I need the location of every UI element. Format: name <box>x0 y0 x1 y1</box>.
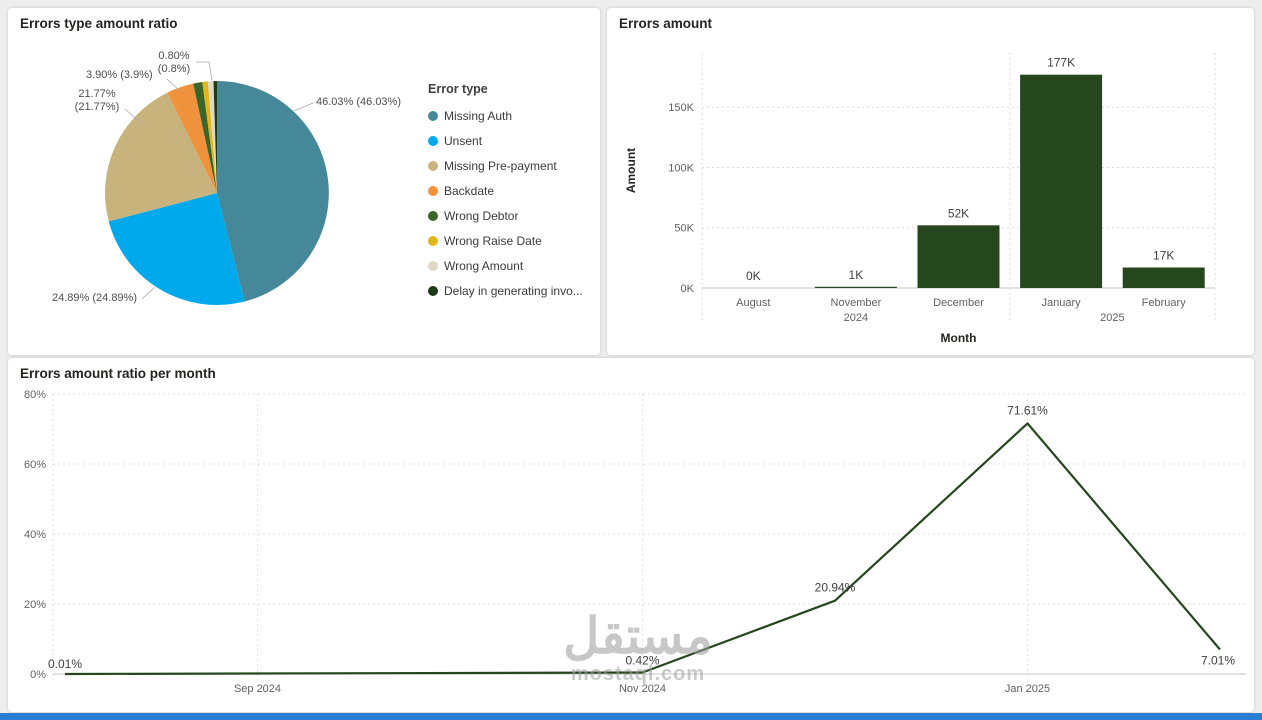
y-axis-tick: 20% <box>24 599 46 611</box>
bar-value-label: 0K <box>746 269 761 283</box>
x-axis-tick: December <box>933 297 984 309</box>
bar-november[interactable] <box>814 286 897 288</box>
point-data-label: 7.01% <box>1201 653 1235 667</box>
x-axis-tick: Sep 2024 <box>234 683 281 695</box>
chart-title-pie: Errors type amount ratio <box>20 16 178 31</box>
pie-data-label-missing-auth: 46.03% (46.03%) <box>316 96 401 108</box>
y-axis-tick: 80% <box>24 389 46 401</box>
line-chart: 0% 20% 40% 60% 80% Sep 2024 Nov 2024 Jan 2025 0.… <box>24 389 1246 695</box>
legend-item-4[interactable]: Wrong Debtor <box>428 203 596 228</box>
pie-slice-6[interactable] <box>207 81 217 193</box>
bar-value-label: 52K <box>948 206 969 220</box>
legend-swatch <box>428 210 438 221</box>
legend-item-5[interactable]: Wrong Raise Date <box>428 228 596 253</box>
callout-leader-line <box>166 78 182 93</box>
legend-title: Error type <box>428 82 488 96</box>
legend-swatch <box>428 260 438 271</box>
card-errors-amount: Errors amount 0K 50K 100K 150K 0K August 1K Nov… <box>607 8 1254 355</box>
pie-data-label-backdate: 3.90% (3.9%) <box>86 69 153 81</box>
legend-item-2[interactable]: Missing Pre-payment <box>428 153 596 178</box>
x-axis-tick: Jan 2025 <box>1005 683 1050 695</box>
chart-title-bar: Errors amount <box>619 16 713 31</box>
legend-swatch <box>428 135 438 146</box>
x-axis-tick: February <box>1142 297 1187 309</box>
bar-december[interactable] <box>917 225 1000 288</box>
bar-value-label: 1K <box>849 268 864 282</box>
legend-swatch <box>428 110 438 121</box>
trend-line[interactable] <box>64 422 1221 676</box>
callout-leader-line <box>141 286 156 300</box>
callout-leader-line <box>293 102 314 112</box>
x-axis-tick: November <box>831 297 882 309</box>
bar-chart: 0K 50K 100K 150K 0K August 1K November 52K Decemb… <box>624 53 1216 345</box>
legend-label: Missing Pre-payment <box>444 158 557 173</box>
legend-item-7[interactable]: Delay in generating invo... <box>428 278 596 303</box>
y-axis-tick: 0K <box>681 283 695 295</box>
legend-item-6[interactable]: Wrong Amount <box>428 253 596 278</box>
legend-label: Wrong Debtor <box>444 208 519 223</box>
pie-slice-2[interactable] <box>105 92 217 222</box>
y-axis-tick: 50K <box>674 223 694 235</box>
chart-title-line: Errors amount ratio per month <box>20 366 216 381</box>
legend-item-3[interactable]: Backdate <box>428 178 596 203</box>
pie-slice-4[interactable] <box>193 82 217 193</box>
pie-data-label-unsent: 24.89% (24.89%) <box>52 292 137 304</box>
legend-item-0[interactable]: Missing Auth <box>428 103 596 128</box>
x-axis-tick: January <box>1042 297 1082 309</box>
pie-slice-7[interactable] <box>213 81 218 193</box>
bar-value-label: 177K <box>1047 56 1075 70</box>
legend-label: Backdate <box>444 183 495 198</box>
point-data-label: 0.01% <box>48 657 82 671</box>
point-data-label: 71.61% <box>1007 403 1048 417</box>
pie-chart <box>105 61 329 305</box>
y-axis-tick: 40% <box>24 529 46 541</box>
legend-item-1[interactable]: Unsent <box>428 128 596 153</box>
bar-february[interactable] <box>1122 267 1205 289</box>
callout-leader-line <box>124 108 142 124</box>
y-axis-tick: 0% <box>30 669 46 681</box>
x-axis-tick: August <box>736 297 770 309</box>
pie-slice-3[interactable] <box>167 83 217 193</box>
legend-label: Missing Auth <box>444 108 513 123</box>
legend-swatch <box>428 160 438 171</box>
x-axis-tick: Nov 2024 <box>619 683 666 695</box>
pie-data-label-missing-prepayment: 21.77% (21.77%) <box>74 88 120 113</box>
legend-swatch <box>428 285 438 296</box>
card-errors-ratio-per-month: Errors amount ratio per month 0% 20% 40% 60… <box>8 358 1254 712</box>
x-axis-title: Month <box>941 331 977 345</box>
bar-january[interactable] <box>1020 74 1103 288</box>
y-axis-tick: 100K <box>668 163 694 175</box>
bottom-accent-bar <box>0 713 1262 720</box>
y-axis-title: Amount <box>624 148 638 193</box>
legend-label: Delay in generating invo... <box>444 283 583 298</box>
y-axis-tick: 150K <box>668 102 694 114</box>
legend-label: Unsent <box>444 133 483 148</box>
point-data-label: 20.94% <box>815 581 856 595</box>
card-errors-type-ratio: Errors type amount ratio 46.03% (46.03%)… <box>8 8 600 355</box>
point-data-label: 0.42% <box>625 654 659 668</box>
pie-slice-0[interactable] <box>217 81 329 302</box>
y-axis-tick: 60% <box>24 459 46 471</box>
legend-swatch <box>428 185 438 196</box>
year-label: 2025 <box>1100 312 1124 324</box>
pie-slice-1[interactable] <box>108 193 245 305</box>
legend-swatch <box>428 235 438 246</box>
legend-label: Wrong Raise Date <box>444 233 542 248</box>
bar-value-label: 17K <box>1153 249 1174 263</box>
callout-leader-line <box>196 61 213 81</box>
legend-label: Wrong Amount <box>444 258 524 273</box>
pie-data-label-wrong-raise-date: 0.80% (0.8%) <box>157 50 191 75</box>
legend-items: Missing Auth Unsent Missing Pre-payment Bac… <box>428 103 596 303</box>
pie-slice-5[interactable] <box>202 81 217 193</box>
pie-legend: Error type Missing Auth Unsent Missing Pre… <box>428 82 596 303</box>
year-label: 2024 <box>844 312 868 324</box>
